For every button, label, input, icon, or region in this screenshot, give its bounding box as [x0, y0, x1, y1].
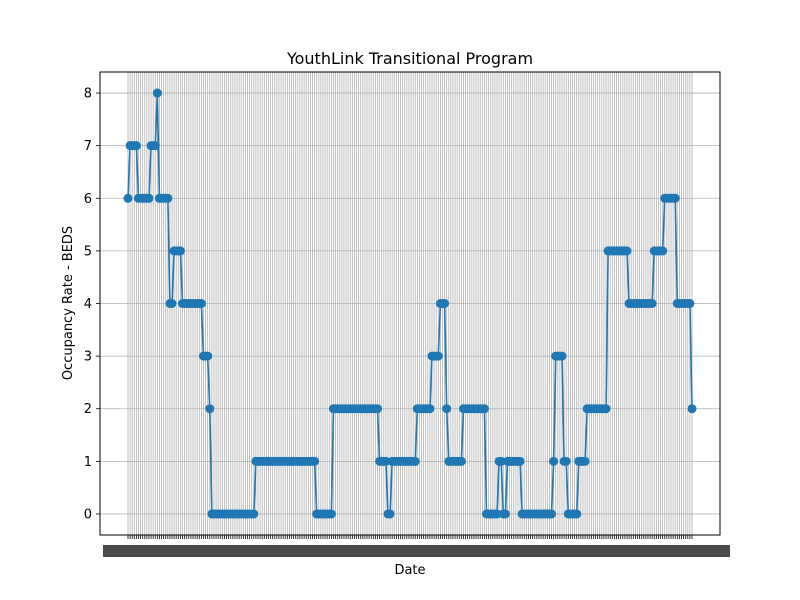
data-point — [622, 246, 632, 256]
data-point — [385, 509, 395, 519]
data-point — [410, 456, 420, 466]
data-point — [203, 351, 213, 361]
data-point — [152, 88, 162, 98]
data-point — [549, 456, 559, 466]
series — [123, 88, 697, 519]
y-tick-label: 0 — [84, 507, 92, 522]
data-point — [205, 404, 215, 414]
data-point — [561, 456, 571, 466]
data-point — [249, 509, 259, 519]
data-point — [175, 246, 185, 256]
data-point — [647, 299, 657, 308]
plot-frame — [99, 71, 721, 536]
x-axis-label: Date — [394, 563, 425, 578]
data-point — [425, 404, 435, 414]
data-point — [131, 141, 141, 151]
data-point — [123, 193, 133, 203]
data-point — [500, 509, 510, 519]
data-point — [163, 193, 173, 203]
data-point — [442, 404, 452, 414]
data-point — [310, 456, 320, 466]
data-point — [601, 404, 611, 414]
data-point — [381, 456, 391, 466]
data-point — [144, 193, 154, 203]
data-point — [196, 299, 206, 308]
data-point — [685, 299, 695, 308]
data-point — [496, 456, 506, 466]
data-point — [373, 404, 382, 414]
chart-title: YouthLink Transitional Program — [286, 49, 533, 68]
data-point — [572, 509, 582, 519]
y-axis-label: Occupancy Rate - BEDS — [61, 226, 76, 380]
y-tick-label: 6 — [84, 192, 92, 207]
data-point — [456, 456, 466, 466]
data-point — [670, 193, 680, 203]
y-tick-label: 3 — [84, 350, 92, 365]
data-point — [150, 141, 160, 151]
data-point — [440, 299, 450, 308]
data-point — [433, 351, 443, 361]
y-tick-label: 2 — [84, 402, 92, 417]
data-point — [479, 404, 489, 414]
y-tick-label: 7 — [84, 139, 92, 154]
data-point — [557, 351, 567, 361]
data-point — [580, 456, 590, 466]
data-point — [167, 299, 177, 308]
data-point — [326, 509, 336, 519]
x-tick-label-band — [103, 545, 730, 557]
y-tick-label: 4 — [84, 297, 92, 312]
y-tick-label: 1 — [84, 455, 92, 470]
data-point — [492, 509, 502, 519]
data-point — [515, 456, 525, 466]
data-point — [658, 246, 668, 256]
y-ticks: 0 1 2 3 4 5 6 7 8 — [84, 87, 100, 522]
y-tick-label: 8 — [84, 87, 92, 102]
y-tick-label: 5 — [84, 244, 92, 259]
x-ticks — [103, 535, 730, 557]
data-point — [687, 404, 697, 414]
data-point — [547, 509, 557, 519]
